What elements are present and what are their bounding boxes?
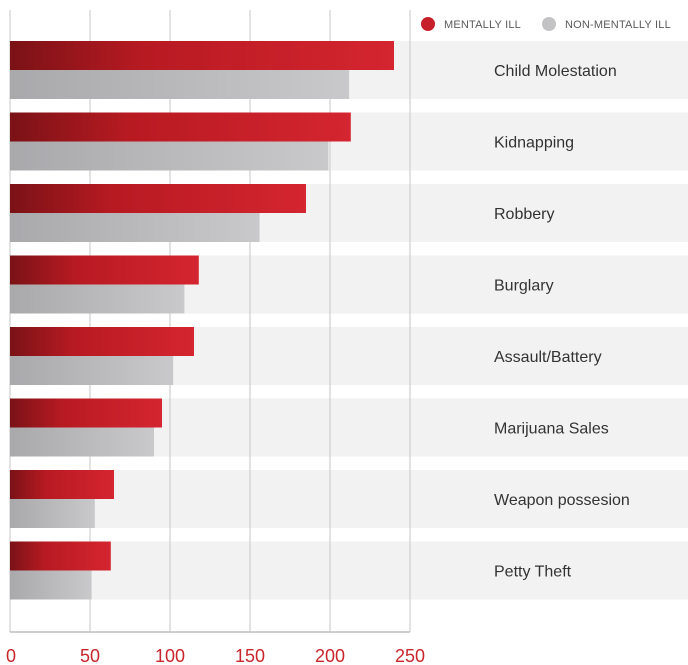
legend: MENTALLY ILL NON-MENTALLY ILL xyxy=(421,17,671,31)
x-tick-label-200: 200 xyxy=(315,646,345,665)
gridlines xyxy=(9,10,411,633)
bar-mentally-ill-weapon-possesion xyxy=(10,470,114,499)
bar-non-mentally-ill-assault-battery xyxy=(10,356,174,385)
bar-non-mentally-ill-child-molestation xyxy=(10,70,350,99)
category-labels: Child Molestation Kidnapping Robbery Burgla… xyxy=(494,63,630,581)
bar-non-mentally-ill-weapon-possesion xyxy=(10,499,95,528)
category-label-child-molestation: Child Molestation xyxy=(494,63,617,80)
bar-mentally-ill-child-molestation xyxy=(10,41,394,70)
bar-non-mentally-ill-petty-theft xyxy=(10,570,92,600)
bars xyxy=(10,41,394,600)
bar-non-mentally-ill-robbery xyxy=(10,213,260,242)
bar-mentally-ill-marijuana-sales xyxy=(10,398,162,428)
bar-mentally-ill-burglary xyxy=(10,255,199,285)
legend-swatch-mentally-ill xyxy=(421,17,435,31)
category-label-petty-theft: Petty Theft xyxy=(494,564,572,581)
bar-mentally-ill-petty-theft xyxy=(10,541,111,571)
band-petty-theft xyxy=(10,541,688,600)
x-tick-labels: 0 50 100 150 200 250 xyxy=(6,646,425,665)
legend-label-non-mentally-ill: NON-MENTALLY ILL xyxy=(565,19,671,31)
x-tick-label-150: 150 xyxy=(235,646,265,665)
bar-non-mentally-ill-marijuana-sales xyxy=(10,427,154,457)
legend-label-mentally-ill: MENTALLY ILL xyxy=(444,19,521,31)
category-label-burglary: Burglary xyxy=(494,278,554,295)
x-tick-label-100: 100 xyxy=(155,646,185,665)
band-weapon-possesion xyxy=(10,470,688,528)
bar-non-mentally-ill-burglary xyxy=(10,284,185,314)
bar-non-mentally-ill-kidnapping xyxy=(10,141,329,171)
bar-mentally-ill-kidnapping xyxy=(10,112,351,142)
legend-swatch-non-mentally-ill xyxy=(542,17,556,31)
category-label-weapon-possesion: Weapon possesion xyxy=(494,492,630,509)
category-label-marijuana-sales: Marijuana Sales xyxy=(494,421,609,438)
x-tick-label-0: 0 xyxy=(6,646,16,665)
bar-mentally-ill-robbery xyxy=(10,184,306,213)
category-label-robbery: Robbery xyxy=(494,206,554,223)
x-tick-label-250: 250 xyxy=(395,646,425,665)
x-tick-label-50: 50 xyxy=(80,646,100,665)
bar-mentally-ill-assault-battery xyxy=(10,327,194,356)
category-label-kidnapping: Kidnapping xyxy=(494,135,574,152)
category-label-assault-battery: Assault/Battery xyxy=(494,349,602,366)
